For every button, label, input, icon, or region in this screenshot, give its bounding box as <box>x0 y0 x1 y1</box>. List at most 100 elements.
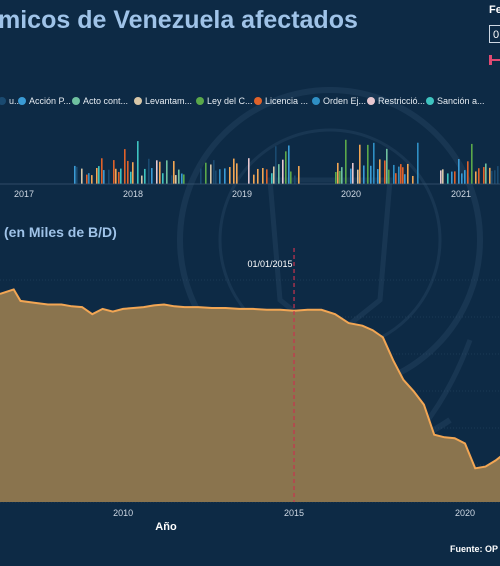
sanction-event-bar[interactable] <box>113 160 115 184</box>
sanction-event-bar[interactable] <box>412 175 414 184</box>
sanction-event-bar[interactable] <box>363 165 365 184</box>
sanction-event-bar[interactable] <box>471 143 473 184</box>
sanction-event-bar[interactable] <box>494 170 496 184</box>
sanction-event-bar[interactable] <box>497 166 499 184</box>
sanction-event-bar[interactable] <box>345 139 347 184</box>
sanction-event-bar[interactable] <box>162 173 164 184</box>
sanction-event-bar[interactable] <box>137 141 139 184</box>
legend-item[interactable]: Acción P... <box>18 96 71 106</box>
sanction-event-bar[interactable] <box>373 142 375 184</box>
sanction-event-bar[interactable] <box>407 163 409 184</box>
sanction-event-bar[interactable] <box>266 169 268 184</box>
sanction-event-bar[interactable] <box>454 171 456 184</box>
sanction-event-bar[interactable] <box>88 173 90 184</box>
sanction-event-bar[interactable] <box>76 166 78 184</box>
sanction-event-bar[interactable] <box>440 170 442 184</box>
sanction-event-bar[interactable] <box>341 167 343 184</box>
sanction-event-bar[interactable] <box>395 173 397 184</box>
sanction-event-bar[interactable] <box>86 174 88 184</box>
sanction-event-bar[interactable] <box>178 169 180 184</box>
sanction-event-bar[interactable] <box>483 167 485 184</box>
sanction-event-bar[interactable] <box>74 165 76 184</box>
slider-handle[interactable] <box>489 55 492 65</box>
sanction-event-bar[interactable] <box>294 175 296 184</box>
sanction-event-bar[interactable] <box>175 175 177 184</box>
sanction-event-bar[interactable] <box>159 161 161 184</box>
sanction-event-bar[interactable] <box>183 174 185 184</box>
sanction-event-bar[interactable] <box>224 168 226 184</box>
legend-item[interactable]: Sanción a... <box>426 96 485 106</box>
sanction-event-bar[interactable] <box>404 174 406 184</box>
sanction-event-bar[interactable] <box>148 158 150 184</box>
legend-item[interactable]: Acto cont... <box>72 96 128 106</box>
sanction-event-bar[interactable] <box>461 173 463 184</box>
legend-item[interactable]: Levantam... <box>134 96 192 106</box>
sanction-event-bar[interactable] <box>485 163 487 184</box>
sanction-event-bar[interactable] <box>350 168 352 184</box>
sanction-event-bar[interactable] <box>400 164 402 184</box>
sanction-event-bar[interactable] <box>271 173 273 184</box>
sanction-event-bar[interactable] <box>447 173 449 184</box>
sanction-event-bar[interactable] <box>278 164 280 184</box>
sanction-event-bar[interactable] <box>103 170 105 184</box>
sanction-event-bar[interactable] <box>101 158 103 184</box>
legend-item[interactable]: Licencia ... <box>254 96 308 106</box>
sanction-event-bar[interactable] <box>141 175 143 184</box>
sanction-event-bar[interactable] <box>377 169 379 184</box>
sanction-event-bar[interactable] <box>156 160 158 184</box>
sanction-event-bar[interactable] <box>151 168 153 184</box>
sanction-event-bar[interactable] <box>386 148 388 184</box>
sanction-event-bar[interactable] <box>352 162 354 184</box>
sanction-event-bar[interactable] <box>273 166 275 184</box>
date-range-slider[interactable] <box>489 55 500 65</box>
sanction-event-bar[interactable] <box>166 160 168 184</box>
sanction-event-bar[interactable] <box>275 146 277 184</box>
sanction-event-bar[interactable] <box>475 171 477 184</box>
legend-item[interactable]: Restricció... <box>367 96 425 106</box>
sanction-event-bar[interactable] <box>285 151 287 184</box>
sanction-event-bar[interactable] <box>379 159 381 184</box>
sanction-event-bar[interactable] <box>335 171 337 184</box>
sanction-event-bar[interactable] <box>442 169 444 184</box>
sanction-event-bar[interactable] <box>298 166 300 184</box>
sanction-event-bar[interactable] <box>171 175 173 184</box>
legend-item[interactable]: Orden Ej... <box>312 96 366 106</box>
sanction-event-bar[interactable] <box>402 167 404 184</box>
sanction-event-bar[interactable] <box>393 164 395 184</box>
sanction-event-bar[interactable] <box>124 149 126 184</box>
sanction-event-bar[interactable] <box>130 171 132 184</box>
sanction-event-bar[interactable] <box>262 168 264 184</box>
sanction-event-bar[interactable] <box>451 171 453 184</box>
sanction-event-bar[interactable] <box>91 175 93 184</box>
sanction-event-bar[interactable] <box>290 171 292 184</box>
sanction-event-bar[interactable] <box>98 166 100 184</box>
sanction-event-bar[interactable] <box>108 169 110 184</box>
sanction-event-bar[interactable] <box>144 168 146 184</box>
sanction-event-bar[interactable] <box>288 145 290 184</box>
sanction-event-bar[interactable] <box>210 164 212 184</box>
sanction-event-bar[interactable] <box>359 144 361 184</box>
date-filter-input[interactable]: 0 <box>489 25 500 43</box>
sanction-event-bar[interactable] <box>118 171 120 184</box>
sanction-event-bar[interactable] <box>282 159 284 184</box>
sanction-event-bar[interactable] <box>219 169 221 184</box>
sanction-event-bar[interactable] <box>398 166 400 184</box>
sanction-event-bar[interactable] <box>236 163 238 184</box>
sanction-event-bar[interactable] <box>115 168 117 184</box>
sanction-event-bar[interactable] <box>200 168 202 184</box>
sanction-event-bar[interactable] <box>120 168 122 184</box>
sanction-event-bar[interactable] <box>478 168 480 184</box>
sanction-event-bar[interactable] <box>337 162 339 184</box>
sanction-event-bar[interactable] <box>213 160 215 184</box>
sanction-event-bar[interactable] <box>367 144 369 184</box>
sanction-event-bar[interactable] <box>233 158 235 184</box>
sanction-event-bar[interactable] <box>132 162 134 184</box>
sanction-event-bar[interactable] <box>181 173 183 184</box>
sanction-event-bar[interactable] <box>127 160 129 184</box>
sanction-event-bar[interactable] <box>96 168 98 184</box>
sanction-event-bar[interactable] <box>253 174 255 184</box>
sanction-event-bar[interactable] <box>388 169 390 184</box>
sanction-event-bar[interactable] <box>384 160 386 184</box>
legend-item[interactable]: u... <box>0 96 22 106</box>
sanction-event-bar[interactable] <box>467 161 469 184</box>
